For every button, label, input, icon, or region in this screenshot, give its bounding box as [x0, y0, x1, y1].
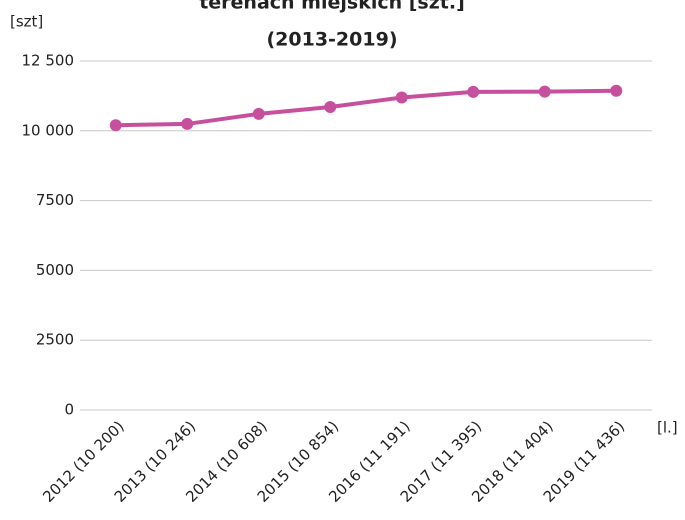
x-axis-label: [l.] [657, 419, 678, 437]
y-tick-label: 10 000 [22, 121, 75, 139]
point [610, 84, 623, 97]
point [467, 85, 480, 98]
y-axis-label: [szt] [10, 13, 43, 31]
y-tick-label: 7500 [36, 191, 74, 209]
line [115, 88, 617, 128]
point [181, 117, 194, 130]
chart-title: terenach miejskich [szt.] [199, 0, 465, 14]
point [395, 91, 408, 104]
point [538, 85, 551, 98]
point [109, 119, 122, 132]
y-tick-label: 2500 [36, 331, 74, 349]
point [324, 100, 337, 113]
y-tick-label: 12 500 [22, 52, 75, 70]
chart-title: (2013-2019) [266, 29, 397, 51]
y-tick-label: 0 [64, 401, 74, 419]
point [252, 107, 265, 120]
y-tick-label: 5000 [36, 261, 74, 279]
